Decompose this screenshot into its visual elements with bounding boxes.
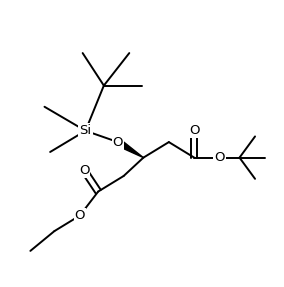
Text: O: O — [214, 151, 225, 164]
Text: O: O — [113, 135, 123, 149]
Text: O: O — [75, 209, 85, 222]
Polygon shape — [116, 139, 143, 158]
Text: O: O — [79, 164, 89, 177]
Text: O: O — [189, 124, 200, 137]
Text: Si: Si — [80, 124, 91, 137]
